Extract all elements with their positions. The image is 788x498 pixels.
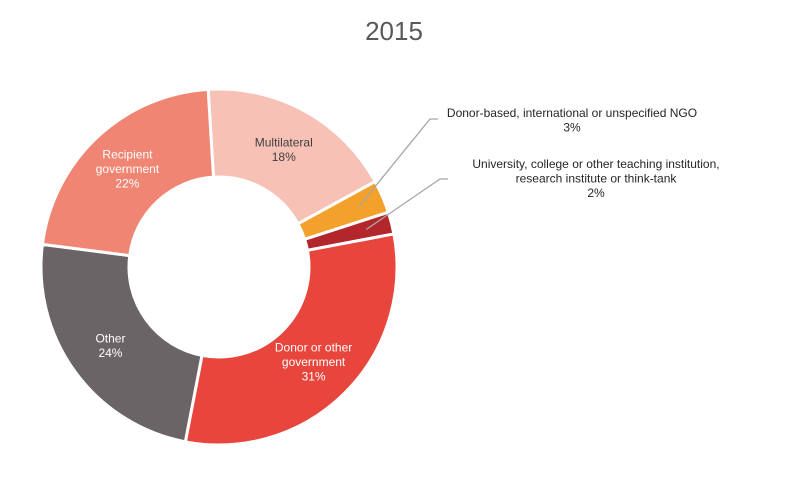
leader-lines-group bbox=[358, 118, 448, 230]
label-text-line: Multilateral bbox=[255, 135, 313, 149]
label-text-line: Recipient bbox=[102, 148, 153, 162]
label-other: Other 24% bbox=[95, 331, 125, 360]
label-text-line: University, college or other teaching in… bbox=[472, 157, 719, 171]
slice-other bbox=[39, 242, 204, 444]
label-text-line: research institute or think-tank bbox=[516, 172, 678, 186]
slice-recipient bbox=[40, 87, 216, 258]
label-donor-based-international-or-unspecified-ngo: Donor-based, international or unspecifie… bbox=[447, 106, 697, 135]
label-donor-or-other: Donor or other government 31% bbox=[275, 340, 352, 383]
chart-title: 2015 bbox=[365, 16, 423, 46]
label-value: 3% bbox=[563, 121, 581, 135]
slice-multilateral bbox=[206, 87, 377, 226]
label-value: 24% bbox=[98, 346, 122, 360]
label-value: 18% bbox=[272, 150, 296, 164]
label-text-line: Donor-based, international or unspecifie… bbox=[447, 106, 697, 120]
label-value: 2% bbox=[587, 186, 605, 200]
slice-labels-group: Multilateral 18% Donor-based, internationa… bbox=[95, 106, 719, 383]
label-text-line: Other bbox=[95, 331, 125, 345]
label-text-line: government bbox=[282, 355, 346, 369]
label-university-college-or-other-teaching-institution: University, college or other teaching in… bbox=[472, 157, 719, 200]
slice-donor-or-other bbox=[183, 232, 399, 447]
leader-line-donor-based-international-or-unspecified-ngo bbox=[358, 118, 438, 208]
label-value: 31% bbox=[302, 369, 326, 383]
leader-line-university-college-or-other-teaching-institution bbox=[365, 178, 448, 230]
label-text-line: government bbox=[96, 162, 160, 176]
label-text-line: Donor or other bbox=[275, 340, 352, 354]
label-value: 22% bbox=[115, 177, 139, 191]
label-multilateral: Multilateral 18% bbox=[255, 135, 313, 164]
label-recipient: Recipient government 22% bbox=[96, 148, 160, 191]
slices-group bbox=[39, 87, 399, 447]
